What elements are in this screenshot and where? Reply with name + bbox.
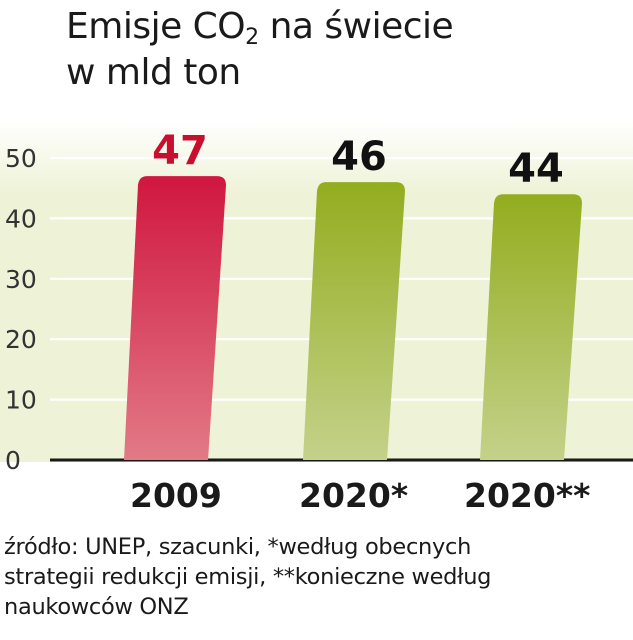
y-tick-label: 10 [5, 386, 37, 415]
category-label: 2020* [299, 476, 408, 515]
bar-chart: 0 10 20 30 40 50 47 2009 46 2020* 44 2020** [0, 120, 633, 515]
category-label: 2020** [464, 476, 590, 515]
title-line-2: w mld ton [66, 52, 241, 93]
source-note: źródło: UNEP, szacunki, *według obecnych… [4, 532, 491, 622]
title-line-1: Emisje CO2 na świecie [66, 6, 454, 50]
source-line-1: źródło: UNEP, szacunki, *według obecnych [4, 534, 472, 560]
y-tick-label: 30 [5, 265, 37, 294]
category-label: 2009 [130, 476, 222, 515]
value-label: 47 [152, 128, 208, 174]
value-label: 44 [508, 146, 564, 192]
y-tick-label: 50 [5, 144, 37, 173]
bar-2009 [124, 176, 226, 460]
y-tick-label: 20 [5, 325, 37, 354]
source-line-3: naukowców ONZ [4, 594, 189, 620]
chart-title: Emisje CO2 na świecie w mld ton [66, 4, 454, 96]
bar-2020* [303, 182, 405, 460]
y-tick-label: 40 [5, 204, 37, 233]
value-label: 46 [331, 134, 387, 180]
source-line-2: strategii redukcji emisji, **konieczne w… [4, 564, 492, 590]
bar-2020** [480, 194, 582, 460]
y-tick-label: 0 [5, 446, 21, 475]
